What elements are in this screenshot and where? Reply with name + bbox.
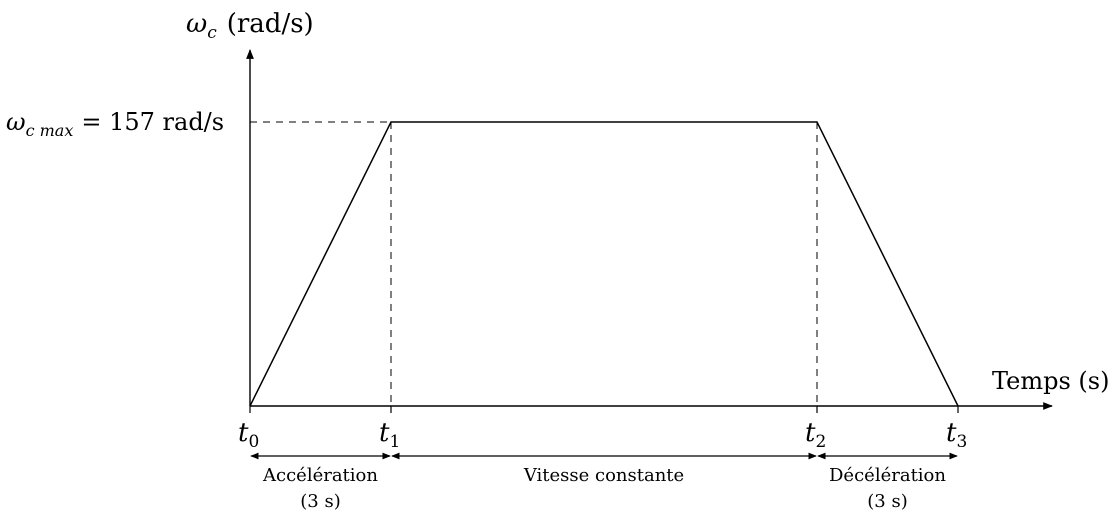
- x-axis-label: Temps (s): [992, 367, 1109, 395]
- max-speed-label: ωc max = 157 rad/s: [6, 108, 224, 140]
- y-axis-label: ωc (rad/s): [186, 9, 314, 43]
- time-label-0: t0: [238, 418, 259, 452]
- speed-profile-line: [250, 122, 958, 406]
- phase-label-1: Vitesse constante: [523, 465, 684, 486]
- phase-label-2: Décélération: [829, 465, 946, 486]
- phase-duration-0: (3 s): [300, 491, 340, 512]
- phase-label-0: Accélération: [262, 465, 378, 486]
- time-label-2: t2: [805, 418, 826, 452]
- time-label-1: t1: [379, 418, 400, 452]
- phase-duration-2: (3 s): [867, 491, 907, 512]
- time-label-3: t3: [946, 418, 967, 452]
